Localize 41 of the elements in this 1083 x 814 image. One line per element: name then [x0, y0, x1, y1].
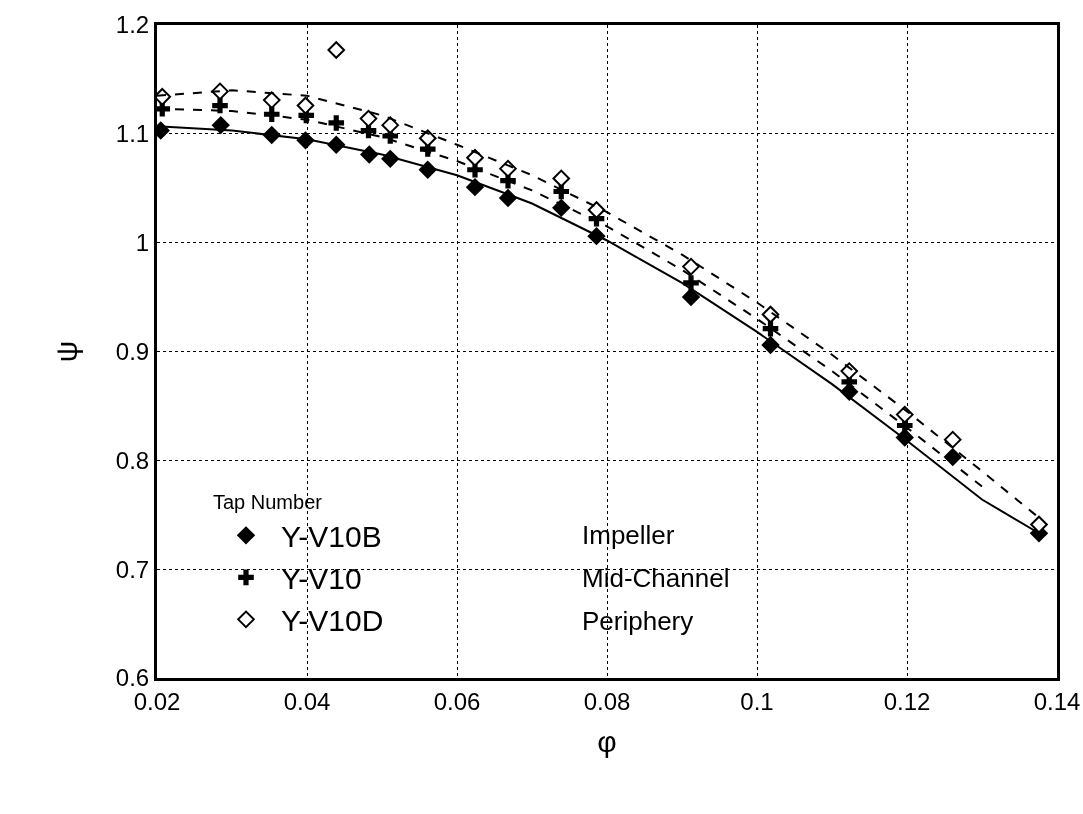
x-tick-label: 0.12: [883, 687, 931, 715]
point: [587, 201, 606, 219]
point: [296, 131, 315, 150]
annotation: Periphery: [582, 606, 694, 636]
point: [327, 41, 346, 59]
y-tick-label: 0.8: [115, 446, 150, 474]
x-axis-title: φ: [597, 725, 617, 759]
point: [943, 430, 962, 449]
x-tick-label: 0.14: [1033, 687, 1081, 715]
x-tick-label: 0.1: [740, 687, 774, 715]
point: [943, 448, 962, 466]
point: [211, 116, 230, 134]
point: [682, 257, 700, 276]
point: [328, 115, 345, 131]
point: [212, 97, 228, 114]
point: [552, 199, 571, 217]
point: [499, 189, 517, 207]
point: [359, 109, 378, 128]
annotation: Impeller: [582, 520, 675, 550]
point: [683, 275, 699, 291]
point: [682, 288, 700, 306]
x-tick-label: 0.04: [283, 687, 331, 715]
y-tick-label: 0.9: [115, 337, 150, 365]
annotation: Mid-Channel: [582, 563, 730, 593]
point: [296, 96, 315, 115]
point: [262, 91, 281, 109]
y-tick-label: 1: [135, 229, 150, 257]
y-tick-label: 1.1: [115, 120, 150, 148]
y-axis-title: ψ: [49, 340, 83, 363]
point: [466, 178, 484, 196]
legend-label: Y-V10: [281, 562, 362, 596]
legend-label: Y-V10B: [281, 520, 382, 554]
legend-label: Y-V10D: [281, 604, 384, 638]
x-tick-label: 0.08: [583, 687, 631, 715]
legend-title: Tap Number: [213, 491, 323, 514]
y-tick-label: 0.7: [115, 555, 150, 583]
point: [418, 129, 437, 147]
point: [552, 169, 571, 188]
x-tick-label: 0.06: [433, 687, 481, 715]
point: [381, 116, 400, 134]
y-tick-label: 1.2: [115, 11, 150, 39]
